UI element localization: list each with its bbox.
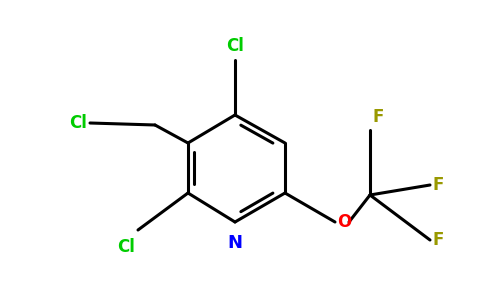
Text: Cl: Cl — [69, 114, 87, 132]
Text: N: N — [227, 234, 242, 252]
Text: O: O — [337, 213, 351, 231]
Text: Cl: Cl — [117, 238, 135, 256]
Text: Cl: Cl — [226, 37, 244, 55]
Text: F: F — [432, 176, 443, 194]
Text: F: F — [432, 231, 443, 249]
Text: F: F — [372, 108, 383, 126]
